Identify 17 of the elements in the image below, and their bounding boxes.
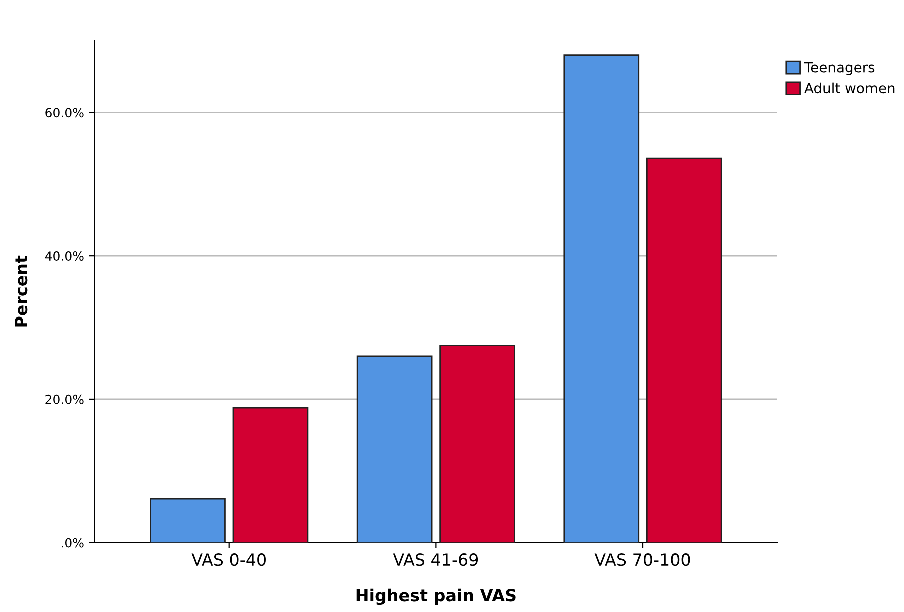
y-tick-label: 40.0%	[45, 252, 84, 262]
y-tick-label: .0%	[62, 538, 84, 548]
x-axis-title: Highest pain VAS	[356, 588, 516, 606]
y-axis-title: Percent	[15, 256, 28, 327]
bar	[356, 356, 433, 543]
bar	[150, 498, 226, 543]
y-tick-label: 60.0%	[46, 108, 84, 118]
bar	[232, 407, 309, 543]
bar	[646, 158, 722, 543]
legend-label: Teenagers	[804, 62, 875, 76]
x-tick-label: VAS 70-100	[594, 554, 690, 566]
y-tick-label: 20.0%	[46, 394, 84, 404]
bar	[440, 345, 516, 543]
bar	[564, 54, 640, 543]
x-tick-label: VAS 41-69	[393, 554, 478, 566]
x-tick-label: VAS 0-40	[192, 554, 266, 566]
legend-label: Adult women	[804, 82, 895, 94]
